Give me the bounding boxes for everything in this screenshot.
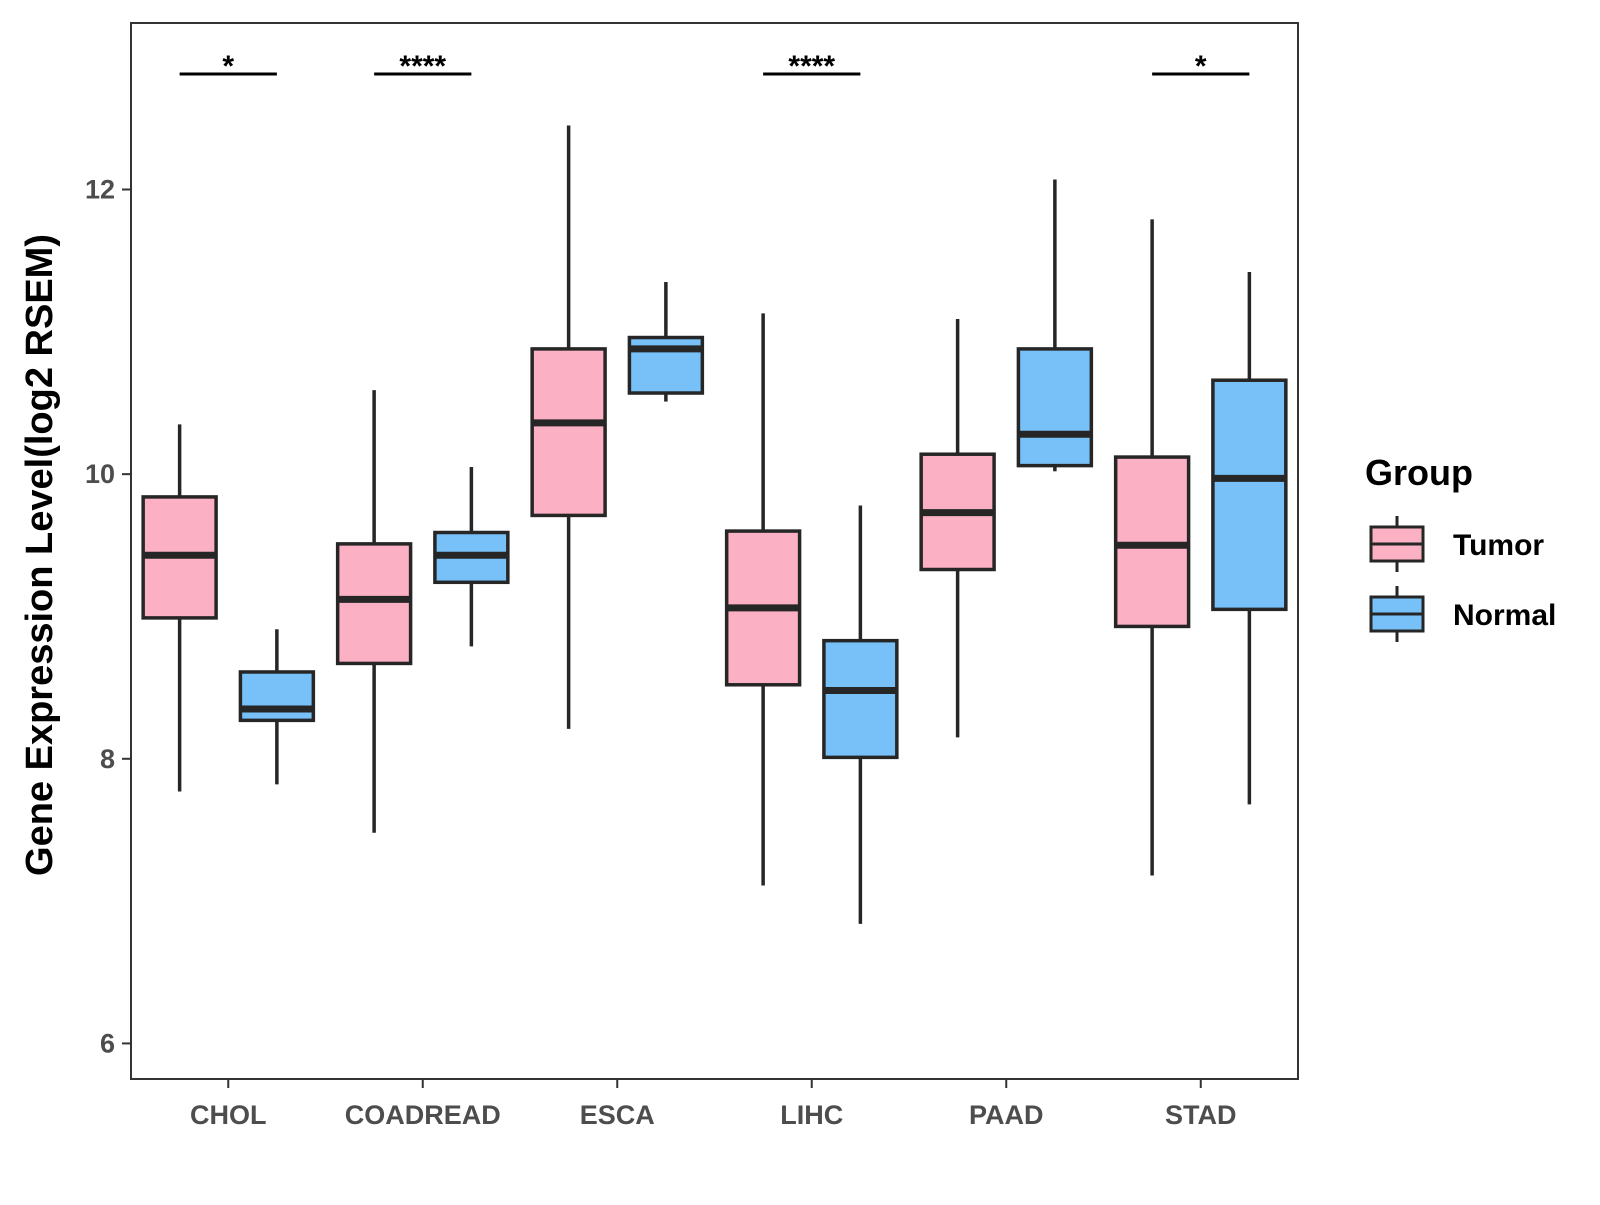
box-iqr	[530, 347, 607, 518]
box-tumor-esca	[530, 125, 607, 729]
box-iqr	[1113, 455, 1191, 629]
legend-label-tumor: Tumor	[1453, 529, 1544, 562]
legend-item-tumor: Tumor	[1369, 516, 1544, 572]
y-tick-label-10: 10	[85, 459, 115, 489]
box-group	[141, 125, 1288, 924]
box-tumor-chol	[141, 424, 218, 792]
legend-item-normal: Normal	[1369, 586, 1556, 642]
box-tumor-coadread	[335, 390, 413, 833]
box-tumor-stad	[1113, 219, 1191, 876]
box-iqr	[1211, 378, 1288, 612]
x-tick-label-paad: PAAD	[969, 1100, 1044, 1130]
box-tumor-paad	[919, 319, 996, 738]
box-normal-coadread	[433, 467, 510, 647]
y-tick-label-12: 12	[85, 175, 115, 205]
x-tick-label-coadread: COADREAD	[345, 1100, 501, 1130]
plot-panel-border	[130, 22, 1299, 1080]
x-axis: CHOL COADREAD ESCA LIHC PAAD STAD	[190, 1079, 1237, 1130]
box-iqr	[822, 638, 899, 760]
y-axis: 6 8 10 12	[85, 175, 131, 1058]
y-tick-label-8: 8	[100, 744, 115, 774]
box-normal-lihc	[822, 505, 899, 924]
x-tick-label-lihc: LIHC	[780, 1100, 843, 1130]
box-iqr	[238, 670, 316, 723]
significance-label-lihc: ****	[788, 50, 835, 83]
box-iqr	[335, 542, 413, 666]
box-iqr	[1016, 347, 1094, 468]
box-normal-paad	[1016, 179, 1094, 472]
x-tick-label-chol: CHOL	[190, 1100, 267, 1130]
significance-group: * **** **** *	[179, 50, 1250, 83]
y-axis-title: Gene Expression Level(log2 RSEM)	[19, 234, 61, 876]
y-tick-label-6: 6	[100, 1028, 115, 1058]
significance-label-chol: *	[222, 50, 234, 83]
significance-label-stad: *	[1195, 50, 1207, 83]
box-normal-esca	[627, 282, 705, 402]
legend-title: Group	[1365, 452, 1473, 493]
legend-label-normal: Normal	[1453, 599, 1556, 632]
box-normal-chol	[238, 629, 316, 785]
legend: Group Tumor Normal	[1365, 452, 1556, 642]
box-normal-stad	[1211, 272, 1288, 805]
x-tick-label-esca: ESCA	[580, 1100, 655, 1130]
x-tick-label-stad: STAD	[1165, 1100, 1237, 1130]
significance-label-coadread: ****	[399, 50, 446, 83]
box-tumor-lihc	[724, 313, 802, 886]
